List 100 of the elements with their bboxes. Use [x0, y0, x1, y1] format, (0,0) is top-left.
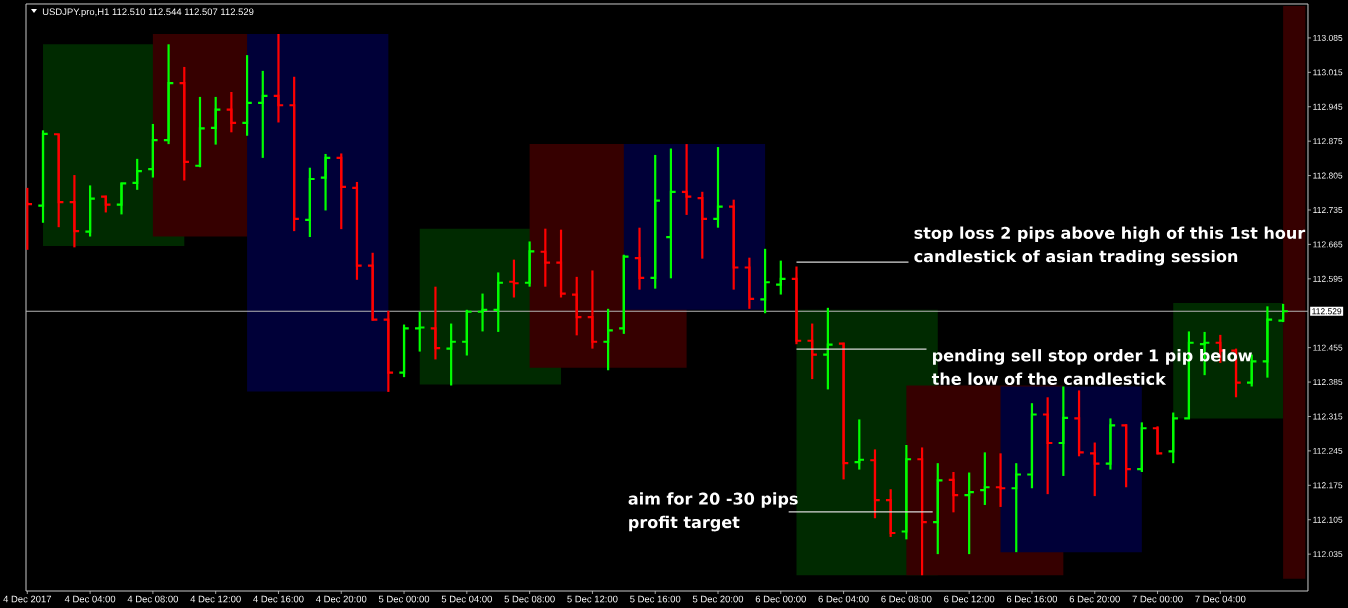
- candlestick: [1026, 402, 1038, 490]
- ref-line-label: 112.529: [1312, 308, 1342, 315]
- y-tick-label: 112.945: [1313, 103, 1343, 110]
- candlestick: [774, 259, 787, 296]
- candlestick: [900, 443, 913, 541]
- y-tick-label: 112.735: [1313, 207, 1343, 213]
- candlestick: [115, 181, 128, 216]
- candlestick: [979, 451, 991, 507]
- candlestick: [586, 269, 599, 350]
- candlestick: [398, 323, 410, 379]
- x-tick-label: 7 Dec 00:00: [1132, 595, 1183, 603]
- candlestick: [1088, 441, 1101, 498]
- y-tick-label: 112.175: [1313, 482, 1343, 489]
- candlestick: [225, 90, 238, 134]
- candlestick: [131, 157, 143, 191]
- candlestick: [84, 184, 96, 238]
- candlestick: [492, 271, 505, 334]
- y-tick-label: 113.015: [1313, 69, 1343, 76]
- candlestick: [162, 43, 175, 146]
- candlestick: [555, 228, 567, 299]
- candlestick: [194, 95, 206, 169]
- candlestick: [822, 306, 834, 391]
- candlestick: [366, 251, 379, 322]
- candlestick: [382, 309, 395, 393]
- x-tick-label: 4 Dec 20:00: [315, 595, 367, 603]
- candlestick: [618, 253, 630, 335]
- candlestick: [1120, 423, 1132, 489]
- candlestick: [790, 265, 803, 346]
- y-tick-label: 113.085: [1313, 34, 1343, 41]
- candlestick: [1261, 305, 1274, 379]
- candlestick: [712, 145, 724, 229]
- y-tick-label: 112.385: [1313, 379, 1343, 386]
- candlestick: [759, 247, 771, 315]
- y-tick-label: 112.315: [1313, 413, 1343, 420]
- y-tick-label: 112.035: [1313, 551, 1343, 558]
- candlestick: [147, 122, 159, 179]
- y-tick-label: 112.875: [1313, 138, 1343, 145]
- candlestick: [665, 147, 677, 280]
- candlestick: [288, 75, 300, 233]
- candlestick: [696, 190, 709, 260]
- candlestick: [304, 166, 316, 239]
- y-tick-label: 112.665: [1313, 241, 1343, 248]
- candlestick: [523, 240, 536, 288]
- annotation: stop loss 2 pips above high of this 1st hour candlestick of asian trading session: [914, 226, 1306, 266]
- candlestick: [1104, 417, 1117, 471]
- y-tick-label: 112.245: [1313, 447, 1343, 454]
- x-tick-label: 5 Dec 08:00: [504, 595, 555, 603]
- candlestick: [508, 258, 520, 299]
- annotation: aim for 20 -30 pips profit target: [628, 492, 798, 532]
- candlestick: [570, 275, 583, 337]
- candlestick: [1167, 411, 1180, 465]
- candlestick: [1057, 385, 1070, 478]
- x-tick-label: 4 Dec 2017: [3, 595, 52, 603]
- candlestick: [837, 341, 850, 481]
- x-tick-label: 5 Dec 00:00: [378, 595, 430, 603]
- x-tick-label: 7 Dec 04:00: [1195, 595, 1246, 603]
- candlestick: [727, 198, 740, 291]
- x-tick-label: 6 Dec 12:00: [944, 595, 995, 603]
- candlestick: [1151, 425, 1164, 456]
- candlestick: [743, 256, 756, 310]
- x-tick-label: 5 Dec 20:00: [692, 595, 744, 603]
- y-tick-label: 112.105: [1313, 516, 1343, 523]
- candlestick: [994, 452, 1007, 509]
- x-tick-label: 6 Dec 20:00: [1069, 595, 1120, 603]
- candlestick: [806, 322, 818, 381]
- chart-title: USDJPY.pro,H1 112.510 112.544 112.507 112.529: [42, 8, 254, 17]
- candlestick: [869, 448, 881, 520]
- candlestick: [429, 285, 442, 361]
- candlestick: [335, 152, 348, 231]
- y-tick-label: 112.455: [1313, 344, 1343, 351]
- candlestick: [413, 310, 426, 353]
- x-tick-label: 4 Dec 04:00: [64, 595, 116, 603]
- candlestick: [1041, 396, 1054, 496]
- candlestick: [461, 308, 473, 357]
- candlestick: [1073, 389, 1085, 458]
- x-tick-label: 4 Dec 12:00: [190, 595, 241, 603]
- candlestick: [1010, 462, 1023, 554]
- candlestick: [931, 462, 944, 556]
- candlestick: [178, 65, 191, 182]
- candlestick: [539, 227, 552, 288]
- candlestick: [947, 470, 960, 514]
- x-tick-label: 4 Dec 08:00: [127, 595, 179, 603]
- candlestick: [602, 307, 614, 372]
- candlestick: [1136, 421, 1148, 474]
- candlestick: [241, 54, 253, 137]
- candlestick: [633, 226, 646, 291]
- y-tick-label: 112.595: [1313, 275, 1343, 282]
- candlestick: [209, 95, 222, 146]
- candlestick: [52, 133, 65, 229]
- candlestick: [1277, 302, 1289, 324]
- x-tick-label: 6 Dec 08:00: [881, 595, 932, 603]
- candlestick: [319, 152, 332, 212]
- x-tick-label: 5 Dec 12:00: [567, 595, 618, 603]
- candlestick: [351, 180, 363, 281]
- x-tick-label: 6 Dec 04:00: [818, 595, 869, 603]
- candlestick: [649, 153, 662, 290]
- candlestick: [68, 173, 81, 249]
- candlestick: [884, 488, 897, 539]
- x-tick-label: 6 Dec 00:00: [755, 595, 806, 603]
- candlestick: [272, 32, 285, 124]
